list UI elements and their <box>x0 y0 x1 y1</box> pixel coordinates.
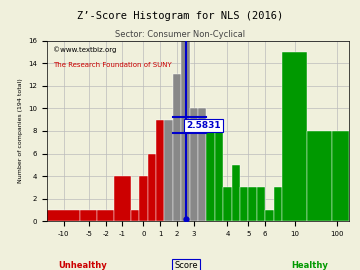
Bar <box>47 210 80 221</box>
Text: ©www.textbiz.org: ©www.textbiz.org <box>53 46 116 53</box>
Bar <box>190 108 198 221</box>
Bar <box>173 75 181 221</box>
Bar <box>223 187 231 221</box>
Bar <box>206 120 215 221</box>
Bar <box>198 108 206 221</box>
Text: Sector: Consumer Non-Cyclical: Sector: Consumer Non-Cyclical <box>115 30 245 39</box>
Bar <box>332 131 349 221</box>
Text: 2.5831: 2.5831 <box>186 121 221 130</box>
Bar <box>274 187 282 221</box>
Bar <box>148 154 156 221</box>
Bar <box>80 210 97 221</box>
Bar <box>156 120 165 221</box>
Bar <box>181 40 190 221</box>
Bar <box>215 131 223 221</box>
Bar <box>265 210 274 221</box>
Bar <box>97 210 114 221</box>
Text: Healthy: Healthy <box>292 261 328 270</box>
Text: The Research Foundation of SUNY: The Research Foundation of SUNY <box>53 62 172 68</box>
Bar <box>139 176 148 221</box>
Text: Unhealthy: Unhealthy <box>59 261 108 270</box>
Bar <box>257 187 265 221</box>
Bar <box>231 165 240 221</box>
Bar <box>165 120 173 221</box>
Text: Z’-Score Histogram for NLS (2016): Z’-Score Histogram for NLS (2016) <box>77 11 283 21</box>
Bar <box>114 176 131 221</box>
Bar <box>282 52 307 221</box>
Y-axis label: Number of companies (194 total): Number of companies (194 total) <box>18 79 23 183</box>
Bar <box>240 187 248 221</box>
Bar <box>307 131 332 221</box>
Bar <box>131 210 139 221</box>
Bar <box>248 187 257 221</box>
Text: Score: Score <box>174 261 198 270</box>
